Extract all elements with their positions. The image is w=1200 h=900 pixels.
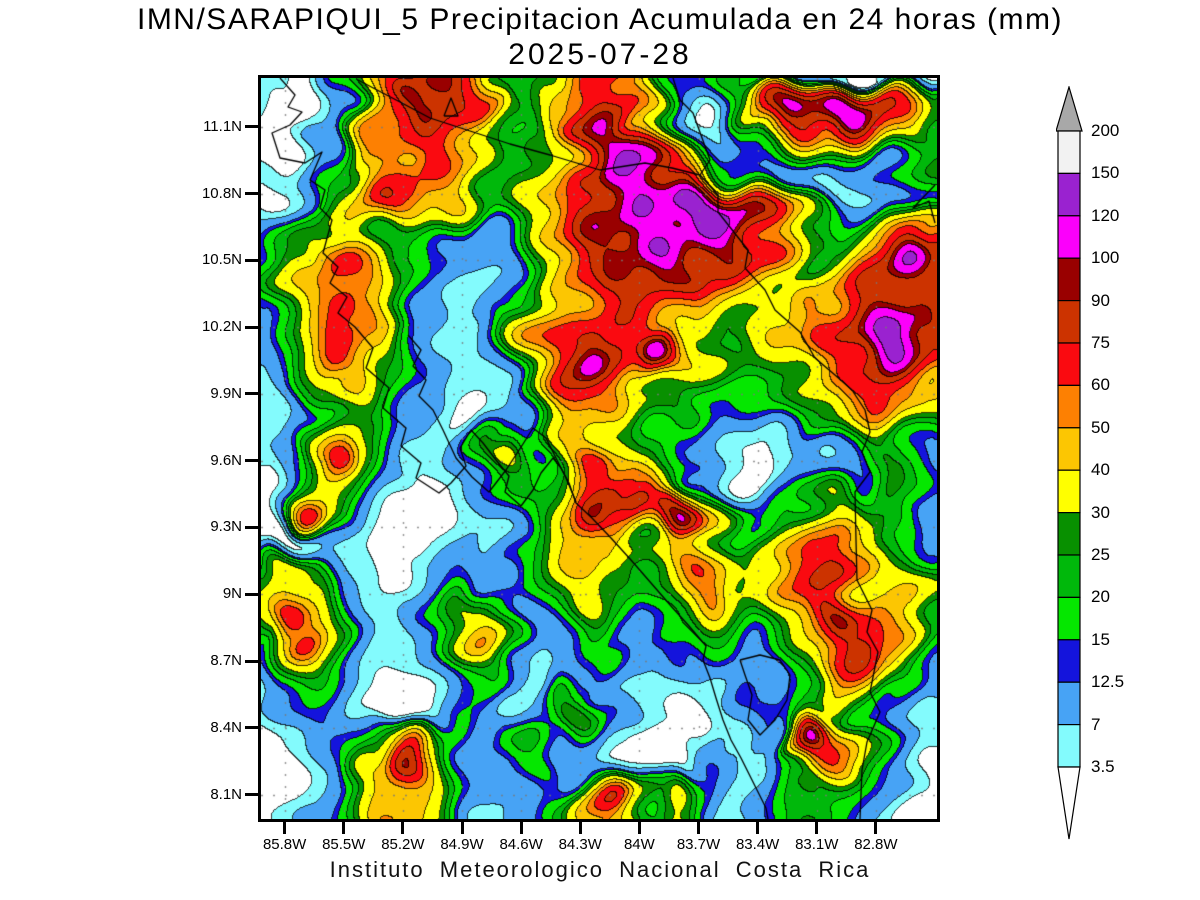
colorbar-label: 7	[1091, 714, 1101, 734]
colorbar-label: 150	[1091, 163, 1120, 183]
lon-tick	[637, 822, 641, 834]
lon-tick-label: 82.8W	[854, 836, 898, 853]
colorbar-box	[1057, 215, 1081, 259]
lat-tick-label: 9N	[222, 585, 242, 603]
colorbar-box	[1057, 427, 1081, 471]
lat-tick	[245, 125, 258, 129]
plot-title: IMN/SARAPIQUI_5 Precipitacion Acumulada …	[0, 3, 1200, 72]
lat-tick-label: 8.4N	[210, 718, 242, 736]
lat-tick	[245, 192, 258, 196]
lat-tick-label: 8.7N	[210, 652, 242, 669]
lat-tick	[245, 726, 258, 730]
colorbar-box	[1057, 596, 1081, 641]
colorbar-label: 200	[1091, 121, 1120, 140]
lat-tick-label: 9.3N	[210, 518, 242, 536]
lon-tick	[460, 822, 464, 834]
footer-caption: Instituto Meteorologico Nacional Costa R…	[329, 857, 871, 882]
lon-tick	[519, 822, 523, 834]
lat-tick	[245, 258, 258, 262]
colorbar-label: 20	[1091, 587, 1110, 607]
lat-tick	[245, 525, 258, 529]
lon-tick-label: 83.4W	[735, 836, 780, 853]
colorbar-box	[1057, 342, 1081, 387]
plot-title-date: 2025-07-28	[508, 38, 692, 71]
colorbar-label: 50	[1091, 417, 1110, 437]
colorbar-box	[1057, 130, 1081, 175]
lat-tick-label: 9.9N	[210, 384, 242, 402]
lat-tick	[245, 392, 258, 396]
colorbar-label: 30	[1091, 502, 1110, 522]
lon-tick-label: 84.3W	[558, 836, 602, 853]
lat-tick-label: 8.1N	[210, 785, 242, 803]
lon-tick-label: 85.8W	[262, 836, 307, 853]
lat-tick	[245, 592, 258, 596]
lon-tick-label: 83.7W	[676, 836, 721, 853]
lon-tick-label: 84.6W	[499, 836, 543, 853]
colorbar-over-arrow	[1055, 84, 1083, 132]
lon-tick	[578, 822, 582, 834]
lon-tick-label: 85.5W	[322, 836, 366, 853]
lon-tick	[342, 822, 346, 834]
colorbar-box	[1057, 384, 1081, 429]
lon-tick-label: 84W	[623, 836, 655, 853]
lat-tick-label: 9.6N	[210, 451, 242, 469]
colorbar-label: 40	[1091, 460, 1110, 480]
colorbar-label: 75	[1091, 333, 1110, 352]
lat-tick-label: 10.2N	[201, 318, 242, 336]
colorbar-label: 25	[1091, 545, 1110, 564]
colorbar-box	[1057, 469, 1081, 514]
colorbar-label: 15	[1091, 629, 1110, 649]
colorbar-box	[1057, 639, 1081, 683]
lon-tick-label: 83.1W	[795, 836, 839, 853]
lon-tick-label: 85.2W	[381, 836, 425, 853]
colorbar-box	[1057, 554, 1081, 599]
colorbar-box	[1057, 257, 1081, 302]
lat-tick-label: 10.8N	[201, 184, 242, 202]
lon-tick	[401, 822, 405, 834]
colorbar-under-arrow	[1057, 766, 1081, 840]
colorbar-bar	[1055, 84, 1083, 840]
lon-tick	[756, 822, 760, 834]
colorbar-box	[1057, 172, 1081, 217]
colorbar-label: 3.5	[1091, 757, 1115, 776]
lat-tick	[245, 325, 258, 329]
precipitation-field-canvas	[261, 78, 937, 819]
lat-tick-label: 11.1N	[203, 117, 242, 135]
colorbar-label: 90	[1091, 290, 1110, 310]
colorbar-box	[1057, 300, 1081, 344]
lat-tick	[245, 459, 258, 463]
colorbar-box	[1057, 723, 1081, 768]
colorbar-label: 120	[1091, 205, 1120, 225]
colorbar-label: 60	[1091, 375, 1110, 395]
lat-tick	[245, 793, 258, 797]
lon-tick	[874, 822, 878, 834]
lon-tick	[815, 822, 819, 834]
plot-title-line1: IMN/SARAPIQUI_5 Precipitacion Acumulada …	[136, 3, 1063, 36]
colorbar-label: 100	[1091, 248, 1120, 268]
lon-tick-label: 84.9W	[440, 836, 484, 853]
colorbar-label: 12.5	[1091, 672, 1125, 692]
lat-tick	[245, 659, 258, 663]
colorbar-box	[1057, 681, 1081, 726]
lat-tick-label: 10.5N	[201, 251, 242, 269]
lon-tick	[697, 822, 701, 834]
lon-tick	[283, 822, 287, 834]
colorbar-box	[1057, 512, 1081, 556]
colorbar-legend: 200 150 120 100 90 75 60 50 40 30 25 20 15 12.5 7 3.5	[1055, 84, 1196, 856]
